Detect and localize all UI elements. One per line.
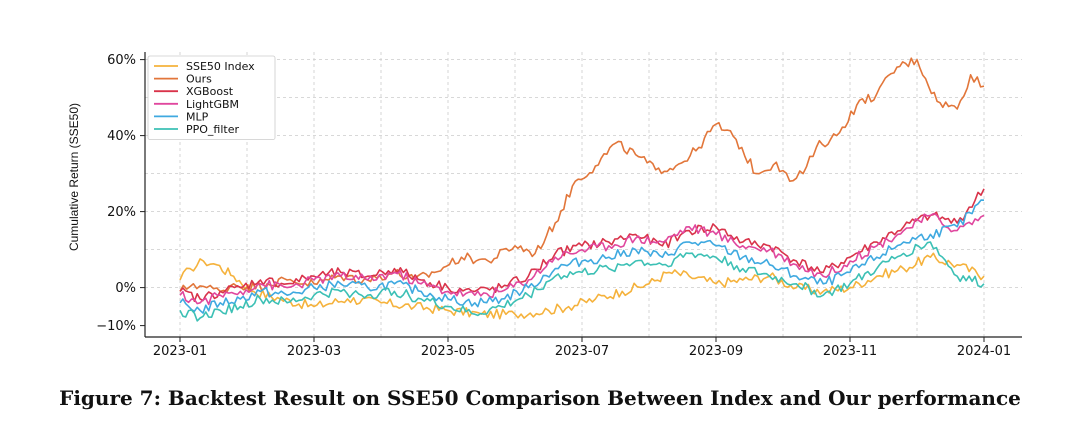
x-tick-label: 2023-01 (153, 344, 207, 359)
legend: SSE50 IndexOursXGBoostLightGBMMLPPPO_fil… (147, 55, 276, 140)
series-line-sse50-index (179, 252, 985, 320)
x-tick-label: 2024-01 (957, 344, 1011, 359)
y-tick-label: 20% (107, 205, 136, 220)
series-line-xgboost (179, 188, 985, 303)
chart: 60% 40% 20% 0% −10% 2023-01 2023-03 2023-05 2023… (67, 52, 1022, 359)
y-tick-label: −10% (96, 319, 136, 334)
series-line-lightgbm (179, 212, 985, 306)
axis-layer: 60% 40% 20% 0% −10% 2023-01 2023-03 2023-05 2023… (96, 52, 1022, 359)
y-tick-label: 0% (115, 281, 136, 296)
y-axis-label: Cumulative Return (SSE50) (67, 103, 81, 251)
legend-label: Ours (186, 73, 212, 86)
legend-label: SSE50 Index (186, 60, 255, 73)
x-tick-label: 2023-03 (287, 344, 341, 359)
x-tick-label: 2023-05 (421, 344, 475, 359)
x-tick-label: 2023-11 (823, 344, 877, 359)
legend-box (147, 55, 276, 140)
legend-label: MLP (186, 110, 209, 123)
legend-label: PPO_filter (186, 123, 239, 136)
x-tick-label: 2023-09 (689, 344, 743, 359)
legend-label: XGBoost (186, 85, 234, 98)
y-tick-label: 60% (107, 53, 136, 68)
figure-caption: Figure 7: Backtest Result on SSE50 Compa… (59, 386, 1021, 410)
series-line-mlp (179, 199, 985, 314)
legend-label: LightGBM (186, 98, 239, 111)
grid-layer (145, 52, 1022, 337)
y-tick-label: 40% (107, 129, 136, 144)
series-line-ppo-filter (179, 241, 985, 322)
x-tick-label: 2023-07 (555, 344, 609, 359)
series-layer (179, 57, 985, 322)
